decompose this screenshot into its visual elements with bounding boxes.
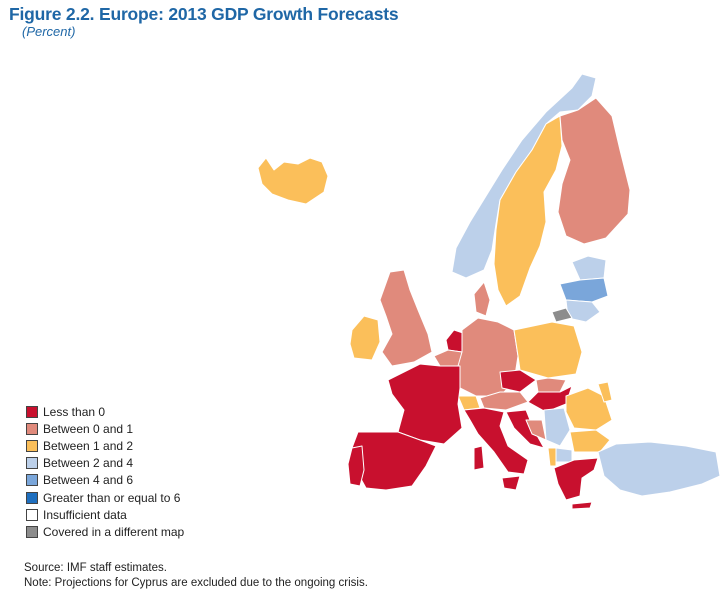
legend-swatch [26, 457, 38, 470]
region-ireland [349, 315, 381, 361]
region-portugal [347, 445, 365, 487]
region-greece [553, 457, 599, 501]
region-estonia [571, 255, 607, 281]
region-sweden [493, 115, 563, 307]
region-sardinia [473, 445, 485, 471]
region-slovakia [535, 377, 567, 393]
figure-title: Figure 2.2. Europe: 2013 GDP Growth Fore… [9, 4, 399, 24]
region-belgium [433, 349, 463, 367]
region-iceland [257, 157, 329, 205]
region-denmark [473, 281, 491, 317]
map-legend: Less than 0 Between 0 and 1 Between 1 an… [26, 403, 184, 541]
region-turkey [597, 441, 721, 497]
legend-item: Less than 0 [26, 403, 184, 420]
legend-swatch [26, 439, 38, 452]
legend-swatch [26, 491, 38, 504]
region-poland [513, 321, 583, 379]
legend-item: Between 4 and 6 [26, 472, 184, 489]
region-moldova [597, 381, 613, 403]
legend-swatch [26, 525, 38, 538]
region-sicily [501, 475, 521, 491]
source-notes: Source: IMF staff estimates. Note: Proje… [24, 561, 368, 591]
region-crete [571, 501, 593, 510]
legend-item: Insufficient data [26, 506, 184, 523]
region-albania [547, 447, 557, 467]
source-text: Source: IMF staff estimates. [24, 562, 167, 574]
note-text: Note: Projections for Cyprus are exclude… [24, 577, 368, 589]
legend-label: Between 4 and 6 [43, 473, 134, 488]
legend-item: Greater than or equal to 6 [26, 489, 184, 506]
legend-label: Between 0 and 1 [43, 421, 134, 436]
region-france [387, 363, 463, 445]
region-latvia [559, 277, 609, 303]
legend-label: Covered in a different map [43, 524, 185, 539]
region-norway [451, 73, 597, 279]
region-uk [379, 269, 433, 367]
legend-item: Between 2 and 4 [26, 455, 184, 472]
region-czech [499, 369, 537, 393]
region-bosnia [525, 419, 547, 441]
legend-label: Between 2 and 4 [43, 456, 134, 471]
legend-label: Less than 0 [43, 404, 106, 419]
legend-item: Between 0 and 1 [26, 420, 184, 437]
region-italy [463, 407, 529, 475]
region-finland [557, 97, 631, 245]
region-serbia [543, 407, 571, 447]
region-macedonia [555, 447, 573, 463]
legend-swatch [26, 508, 38, 521]
legend-label: Insufficient data [43, 507, 127, 522]
region-croatia [505, 409, 545, 449]
region-switzerland [457, 395, 481, 411]
legend-item: Covered in a different map [26, 523, 184, 540]
legend-label: Between 1 and 2 [43, 438, 134, 453]
legend-label: Greater than or equal to 6 [43, 490, 181, 505]
figure-subtitle: (Percent) [22, 24, 76, 39]
legend-swatch [26, 405, 38, 418]
region-romania [565, 387, 613, 431]
legend-swatch [26, 474, 38, 487]
region-kaliningrad [551, 307, 573, 323]
region-bulgaria [569, 429, 611, 453]
legend-swatch [26, 422, 38, 435]
legend-item: Between 1 and 2 [26, 437, 184, 454]
